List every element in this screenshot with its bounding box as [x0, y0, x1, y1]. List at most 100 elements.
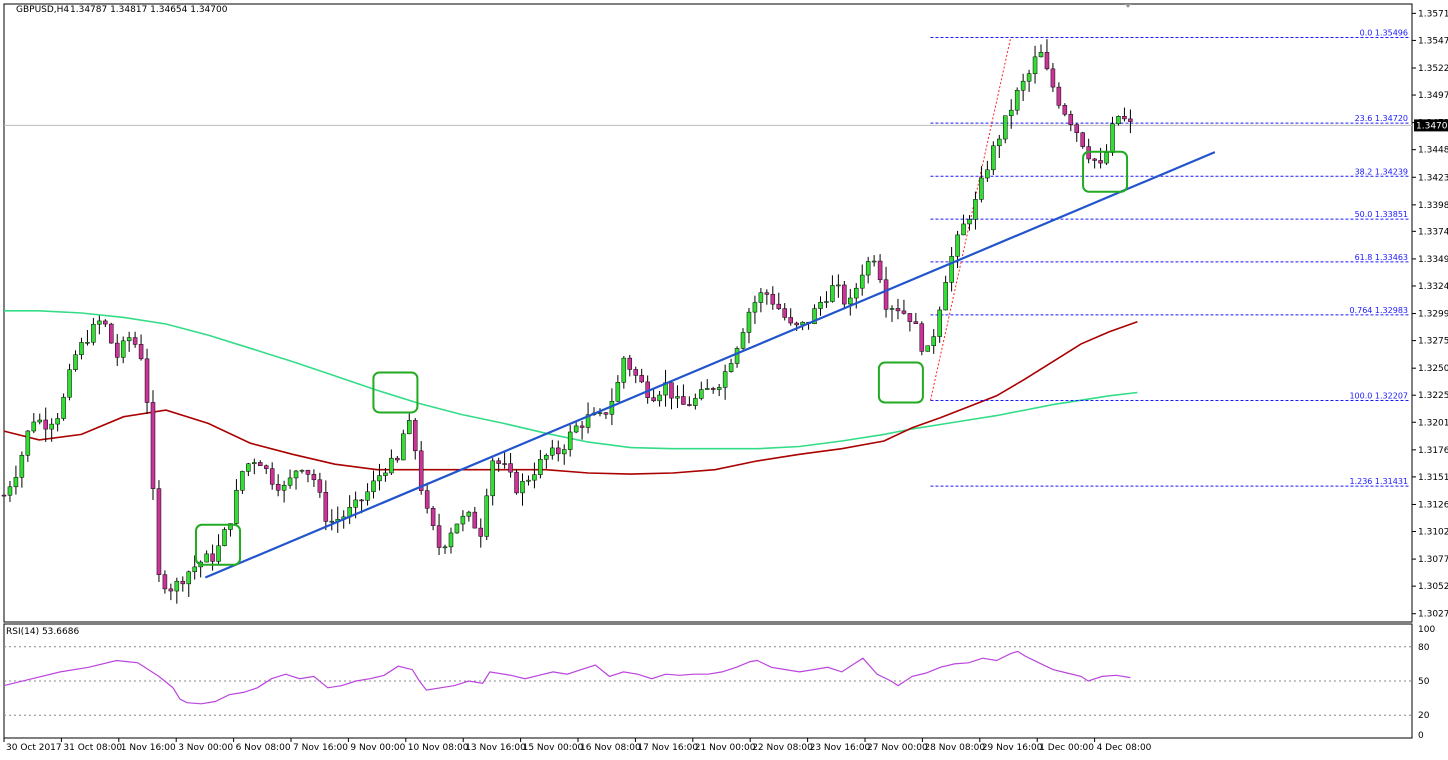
candle-body	[764, 292, 770, 295]
candle-body	[651, 397, 656, 402]
candle-body	[109, 323, 114, 344]
candle-body	[1062, 105, 1068, 115]
highlight-box	[372, 371, 419, 414]
candle-body	[1002, 115, 1008, 140]
candle-body	[1122, 116, 1127, 120]
candle-body	[734, 348, 740, 364]
fibonacci-levels: 0.0 1.35496 23.6 1.34720 38.2 1.34239 50.0 …	[929, 29, 1410, 487]
candle-body	[305, 469, 311, 475]
candle-body	[43, 419, 48, 430]
candle-body	[603, 412, 609, 415]
candle-body	[103, 320, 108, 325]
candle-body	[156, 488, 162, 575]
price-tick-label: 1.35470	[1418, 36, 1448, 46]
candle-body	[937, 309, 942, 337]
candle-body	[466, 511, 472, 517]
rsi-tick-label: 100	[1418, 625, 1435, 635]
fib-level-label: 1.236 1.31431	[1349, 477, 1408, 486]
candle-body	[120, 340, 126, 358]
candle-body	[758, 292, 764, 303]
time-tick-label: 22 Nov 08:00	[752, 743, 813, 753]
candle-body	[949, 256, 954, 283]
candles	[1, 39, 1133, 604]
price-tick-label: 1.32995	[1418, 310, 1448, 320]
candle-body	[31, 421, 37, 432]
candle-body	[210, 553, 215, 562]
candle-body	[460, 515, 466, 525]
fib-level-label: 0.764 1.32983	[1349, 306, 1408, 315]
candle-body	[520, 480, 525, 494]
candle-body	[538, 459, 543, 475]
price-tick-label: 1.33245	[1418, 282, 1448, 292]
highlight-box	[1082, 150, 1129, 193]
candle-body	[913, 321, 919, 325]
price-tick-label: 1.31515	[1418, 473, 1448, 483]
candle-body	[776, 303, 782, 309]
candle-body	[192, 566, 197, 573]
candle-body	[478, 527, 484, 537]
candle-body	[979, 177, 984, 200]
candle-body	[1032, 56, 1038, 74]
candle-body	[412, 420, 418, 452]
price-tick-label: 1.33490	[1418, 255, 1448, 265]
candle-body	[317, 479, 323, 493]
rsi-tick-label: 80	[1418, 643, 1430, 653]
candle-body	[514, 471, 519, 494]
candle-body	[377, 475, 382, 482]
candle-body	[824, 301, 829, 303]
candle-body	[901, 310, 907, 314]
candle-body	[180, 580, 186, 585]
candle-body	[1056, 86, 1062, 106]
price-panel-border	[3, 3, 1413, 623]
rsi-tick-label: 20	[1418, 711, 1430, 721]
candle-body	[1026, 73, 1032, 82]
candle-body	[1038, 52, 1044, 58]
ma-slow-line	[4, 309, 1138, 450]
candle-body	[1104, 152, 1109, 164]
candle-body	[579, 425, 585, 428]
candle-body	[895, 308, 901, 312]
candle-body	[1092, 158, 1097, 161]
candle-body	[561, 449, 567, 455]
candle-body	[222, 529, 227, 547]
time-tick-label: 9 Nov 00:00	[350, 743, 405, 753]
rsi-tick-label: 0	[1418, 731, 1424, 741]
price-tick-label: 1.31020	[1418, 528, 1448, 538]
time-axis: 30 Oct 2017 31 Oct 08:001 Nov 16:00 3 Nov …	[3, 738, 1152, 753]
candle-body	[812, 308, 817, 324]
candle-body	[615, 382, 621, 402]
candle-body	[114, 342, 120, 358]
candle-body	[573, 425, 579, 433]
highlight-boxes	[195, 150, 1129, 566]
candle-body	[669, 382, 674, 399]
fib-level-label: 100.0 1.32207	[1349, 392, 1408, 401]
price-tick-label: 1.35220	[1418, 64, 1448, 74]
time-tick-label: 1 Dec 00:00	[1039, 743, 1094, 753]
candle-body	[627, 357, 633, 370]
price-tick-label: 1.33980	[1418, 201, 1448, 211]
candle-body	[544, 454, 549, 460]
candle-body	[234, 490, 239, 524]
scroll-marker-icon	[1125, 4, 1131, 8]
candle-body	[174, 580, 180, 592]
candle-body	[216, 545, 221, 562]
candle-body	[472, 511, 478, 529]
fib-swing-line	[929, 37, 1012, 401]
time-tick-label: 10 Nov 08:00	[408, 743, 469, 753]
price-tick-label: 1.31760	[1418, 446, 1448, 456]
candle-body	[1110, 123, 1115, 153]
candle-body	[818, 301, 823, 309]
candle-body	[1, 494, 7, 497]
candle-body	[37, 419, 43, 423]
fib-level-label: 0.0 1.35496	[1360, 29, 1408, 38]
candle-body	[556, 447, 561, 455]
candle-body	[395, 457, 400, 461]
time-tick-label: 1 Nov 16:00	[121, 743, 176, 753]
candle-body	[389, 457, 394, 474]
candle-body	[770, 294, 776, 305]
candle-body	[973, 199, 978, 220]
candle-body	[919, 323, 925, 352]
chart-frame	[3, 3, 1413, 739]
rsi-label: RSI(14) 53.6686	[6, 627, 79, 637]
